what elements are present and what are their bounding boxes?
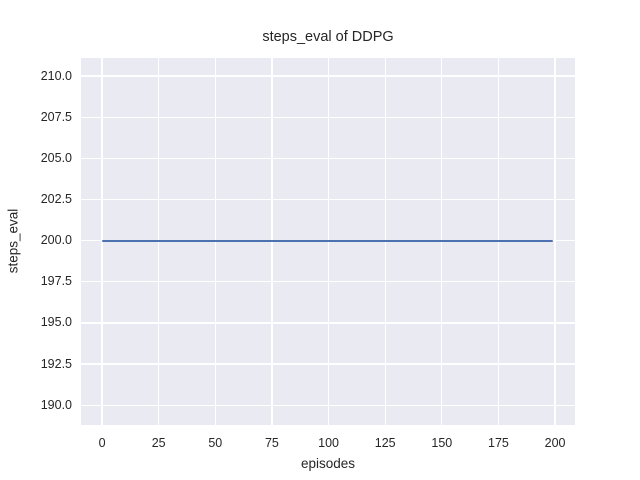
y-tick-label: 205.0 <box>40 150 72 165</box>
gridline-x-200 <box>554 58 556 425</box>
x-tick-label: 100 <box>318 436 339 450</box>
x-axis-label: episodes <box>300 456 356 471</box>
x-tick-label: 150 <box>431 436 453 450</box>
y-tick-label: 192.5 <box>40 356 72 371</box>
gridline-x-0 <box>101 58 103 425</box>
x-tick-label: 50 <box>208 436 223 450</box>
chart-title: steps_eval of DDPG <box>262 29 394 45</box>
x-tick-label: 200 <box>544 436 566 450</box>
plot-area <box>81 58 575 425</box>
x-tick-label: 125 <box>374 436 396 450</box>
y-tick-label: 197.5 <box>40 274 72 289</box>
y-tick-label: 202.5 <box>40 192 72 207</box>
x-tick-label: 25 <box>151 436 166 450</box>
y-tick-label: 195.0 <box>40 315 72 330</box>
x-tick-label: 175 <box>488 436 509 450</box>
series-line <box>102 239 553 242</box>
y-tick-label: 190.0 <box>40 397 72 412</box>
y-tick-label: 207.5 <box>40 109 72 124</box>
y-tick-label: 210.0 <box>40 68 72 83</box>
x-tick-label: 0 <box>98 436 106 450</box>
y-tick-label: 200.0 <box>40 233 72 248</box>
x-tick-label: 75 <box>264 436 279 450</box>
